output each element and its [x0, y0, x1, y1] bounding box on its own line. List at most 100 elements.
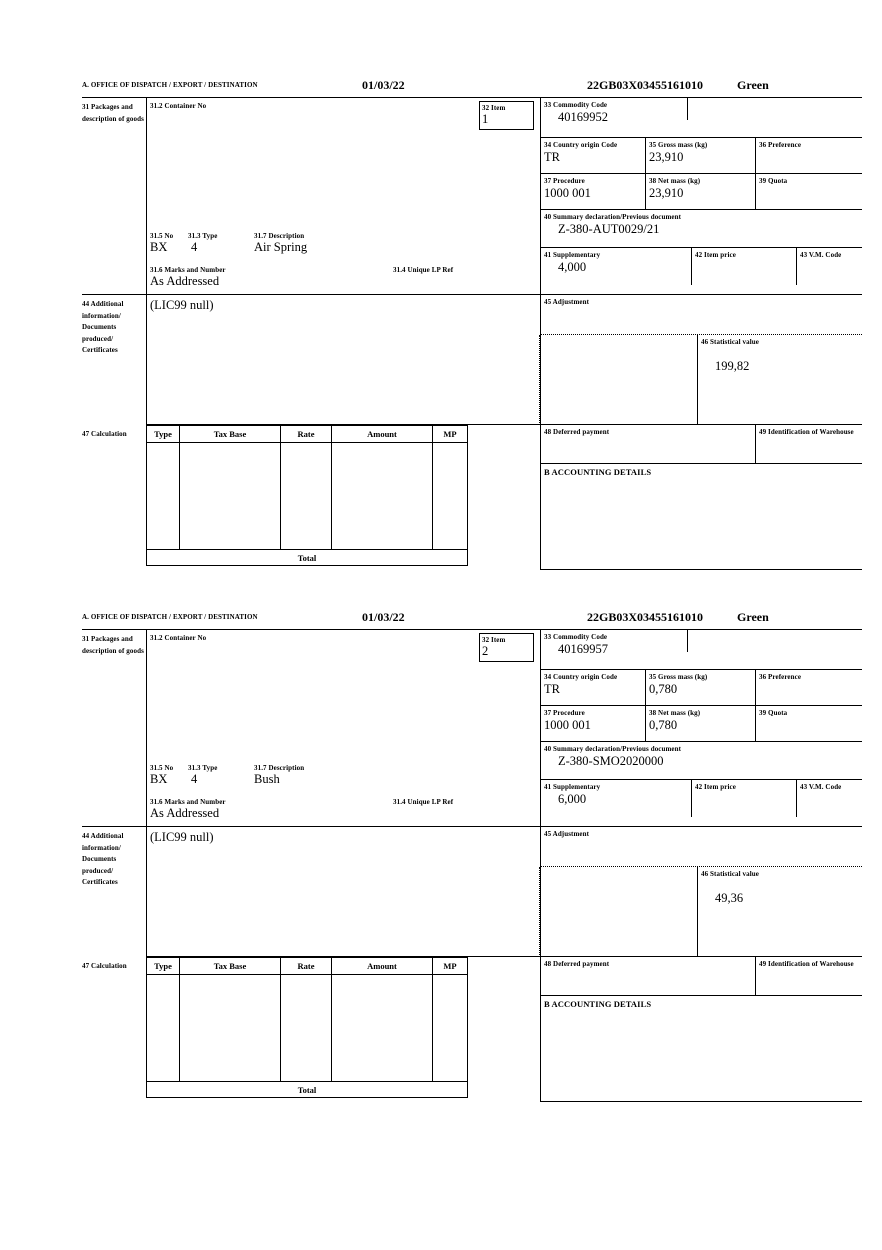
calc-cell-amount: [331, 442, 433, 550]
box-44-label: 44 Additional information/ Documents pro…: [82, 300, 124, 354]
box-31-content: 31.2 Container No 31.5 No 31.3 Type 31.7…: [146, 98, 540, 294]
box-47-label: 47 Calculation: [82, 430, 127, 438]
box-45-cell: 45 Adjustment: [541, 295, 862, 335]
box-31-label: 31 Packages and description of goods: [82, 635, 144, 655]
box-45-46-column: 45 Adjustment 46 Statistical value 199,8…: [539, 295, 862, 425]
box-39-cell: 39 Quota: [755, 174, 862, 209]
box-35-cell: 35 Gross mass (kg) 23,910: [645, 138, 755, 173]
box-34-cell: 34 Country origin Code TR: [541, 670, 645, 705]
packages-no-value: BX: [150, 772, 168, 786]
box-34-label: 34 Country origin Code: [544, 673, 618, 681]
box-37-cell: 37 Procedure 1000 001: [541, 706, 645, 741]
calc-col-rate: Rate: [280, 425, 332, 443]
supplementary-value: 6,000: [558, 792, 587, 806]
box-48-cell: 48 Deferred payment: [541, 425, 755, 463]
customs-declaration-form-item-1: A. OFFICE OF DISPATCH / EXPORT / DESTINA…: [82, 78, 862, 570]
statistical-value: 49,36: [715, 891, 744, 905]
box-31-description-row: 31.5 No 31.3 Type 31.7 Description BX 4 …: [150, 231, 538, 265]
box-44-content: (LIC99 null): [146, 827, 540, 957]
declaration-date: 01/03/22: [362, 78, 405, 92]
box-39-label: 39 Quota: [759, 177, 788, 185]
box-41-cell: 41 Supplementary 4,000: [541, 248, 691, 285]
box-48-49-row: 48 Deferred payment 49 Identification of…: [541, 957, 862, 996]
box-47-label-column: 47 Calculation: [82, 957, 146, 1102]
box-41-42-43-row: 41 Supplementary 6,000 42 Item price 43 …: [541, 780, 862, 817]
box-36-cell: 36 Preference: [755, 138, 862, 173]
box-48-cell: 48 Deferred payment: [541, 957, 755, 995]
box-32-item-number: 32 Item 2: [479, 633, 534, 662]
box-33-cell: 33 Commodity Code 40169952: [541, 98, 862, 137]
box-38-label: 38 Net mass (kg): [649, 709, 701, 717]
box-31-7-label: 31.7 Description: [254, 232, 305, 240]
procedure-value: 1000 001: [544, 718, 591, 732]
declaration-date: 01/03/22: [362, 610, 405, 624]
calc-col-rate: Rate: [280, 957, 332, 975]
box-31-label-column: 31 Packages and description of goods: [82, 98, 146, 294]
box-45-label: 45 Adjustment: [544, 298, 590, 306]
calculation-body-row: [146, 974, 468, 1082]
box-31-5-label: 31.5 No: [150, 232, 174, 240]
box-31-2-label: 31.2 Container No: [150, 634, 207, 642]
box-31-6-label: 31.6 Marks and Number: [150, 798, 226, 806]
supplementary-value: 4,000: [558, 260, 587, 274]
packages-type-value: 4: [191, 240, 198, 254]
calc-cell-type: [146, 974, 180, 1082]
box-31-label-column: 31 Packages and description of goods: [82, 630, 146, 826]
calc-cell-rate: [280, 442, 332, 550]
customs-declaration-form-item-2: A. OFFICE OF DISPATCH / EXPORT / DESTINA…: [82, 610, 862, 1102]
box-37-cell: 37 Procedure 1000 001: [541, 174, 645, 209]
additional-information-value: (LIC99 null): [150, 298, 214, 312]
box-46-label: 46 Statistical value: [701, 870, 759, 878]
box-40-label: 40 Summary declaration/Previous document: [544, 213, 682, 221]
box-35-cell: 35 Gross mass (kg) 0,780: [645, 670, 755, 705]
box-45-label: 45 Adjustment: [544, 830, 590, 838]
box-38-cell: 38 Net mass (kg) 0,780: [645, 706, 755, 741]
net-mass-value: 0,780: [649, 718, 678, 732]
movement-reference-number: 22GB03X03455161010: [587, 78, 704, 92]
box-33-row: 33 Commodity Code 40169952: [541, 98, 862, 138]
box-42-cell: 42 Item price: [691, 248, 796, 285]
box-40-cell: 40 Summary declaration/Previous document…: [541, 742, 862, 779]
box-43-label: 43 V.M. Code: [800, 783, 842, 791]
box-47-calculation-table-wrap: Type Tax Base Rate Amount MP Total: [146, 957, 540, 1102]
packages-and-description-section: 31 Packages and description of goods 31.…: [82, 630, 862, 827]
box-46-region: 46 Statistical value 199,82: [539, 335, 862, 425]
box-31-detail-rows: 31.5 No 31.3 Type 31.7 Description BX 4 …: [150, 763, 538, 824]
calculation-header-row: Type Tax Base Rate Amount MP: [146, 957, 468, 975]
box-41-cell: 41 Supplementary 6,000: [541, 780, 691, 817]
box-46-region: 46 Statistical value 49,36: [539, 867, 862, 957]
box-43-cell: 43 V.M. Code: [796, 248, 862, 285]
calc-cell-type: [146, 442, 180, 550]
box-47-label: 47 Calculation: [82, 962, 127, 970]
office-of-dispatch-label: A. OFFICE OF DISPATCH / EXPORT / DESTINA…: [82, 613, 258, 621]
packages-and-description-section: 31 Packages and description of goods 31.…: [82, 98, 862, 295]
box-31-marks-row: 31.6 Marks and Number 31.4 Unique LP Ref…: [150, 265, 538, 292]
box-41-42-43-row: 41 Supplementary 4,000 42 Item price 43 …: [541, 248, 862, 285]
statistical-value: 199,82: [715, 359, 750, 373]
box-47-calculation-table-wrap: Type Tax Base Rate Amount MP Total: [146, 425, 540, 570]
box-38-cell: 38 Net mass (kg) 23,910: [645, 174, 755, 209]
box-49-label: 49 Identification of Warehouse: [759, 428, 854, 436]
additional-information-section: 44 Additional information/ Documents pro…: [82, 827, 862, 957]
box-33-row: 33 Commodity Code 40169957: [541, 630, 862, 670]
box-31-detail-rows: 31.5 No 31.3 Type 31.7 Description BX 4 …: [150, 231, 538, 292]
calculation-section: 47 Calculation Type Tax Base Rate Amount…: [82, 957, 862, 1102]
commodity-code-value: 40169957: [558, 642, 608, 656]
box-39-cell: 39 Quota: [755, 706, 862, 741]
box-32-item-number: 32 Item 1: [479, 101, 534, 130]
box-44-label-column: 44 Additional information/ Documents pro…: [82, 827, 146, 957]
calc-col-mp: MP: [432, 425, 468, 443]
box-33-cell: 33 Commodity Code 40169957: [541, 630, 862, 669]
procedure-value: 1000 001: [544, 186, 591, 200]
calc-total-label: Total: [146, 1081, 468, 1098]
box-b-label: B ACCOUNTING DETAILS: [544, 467, 652, 477]
box-40-cell: 40 Summary declaration/Previous document…: [541, 210, 862, 247]
box-43-cell: 43 V.M. Code: [796, 780, 862, 817]
movement-reference-number: 22GB03X03455161010: [587, 610, 704, 624]
box-48-49-row: 48 Deferred payment 49 Identification of…: [541, 425, 862, 464]
box-37-label: 37 Procedure: [544, 709, 585, 717]
box-48-label: 48 Deferred payment: [544, 960, 610, 968]
box-33-label: 33 Commodity Code: [544, 633, 608, 641]
box-36-label: 36 Preference: [759, 141, 802, 149]
box-42-label: 42 Item price: [695, 251, 736, 259]
